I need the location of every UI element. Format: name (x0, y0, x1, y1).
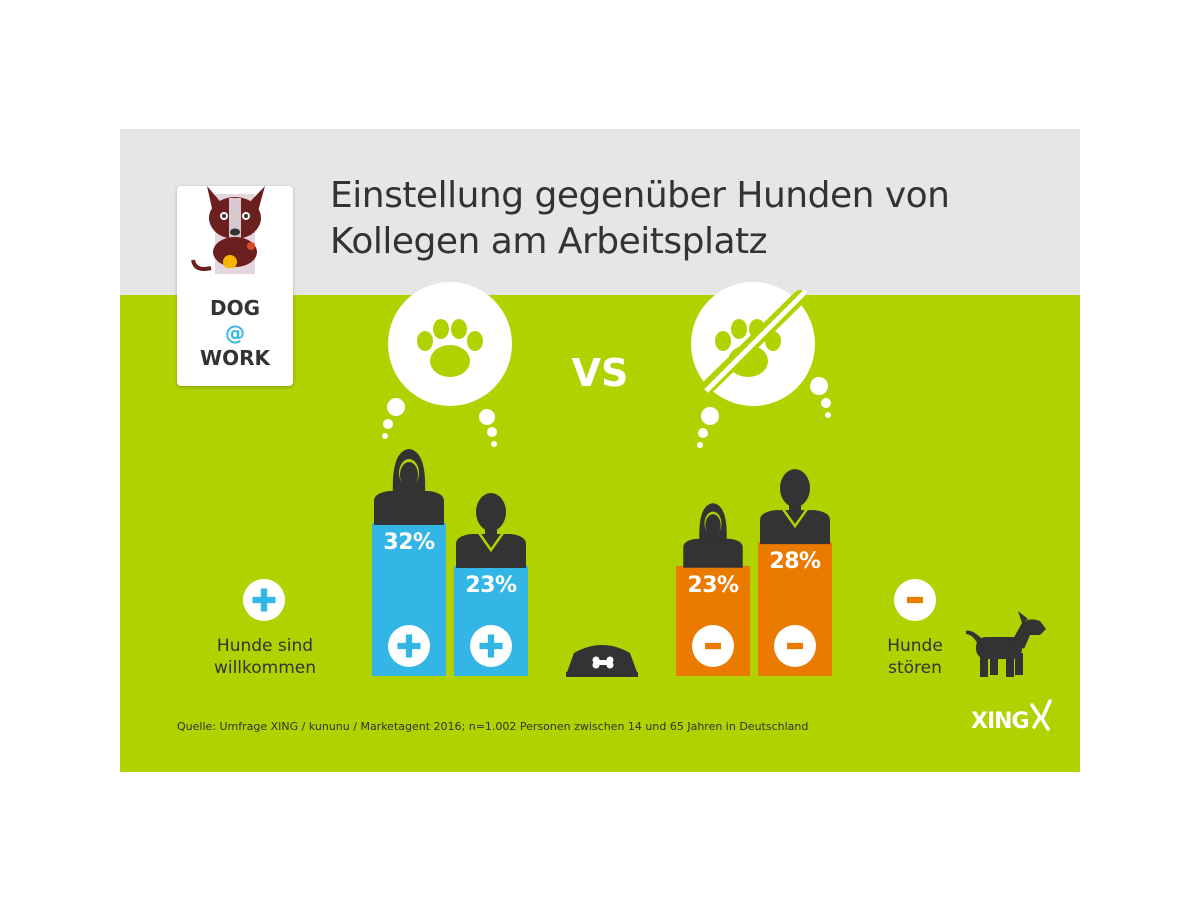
infographic-card: Einstellung gegenüber Hunden von Kollege… (120, 129, 1080, 772)
legend-negative-line2: stören (888, 658, 942, 678)
legend-negative-caption: Hunde stören (865, 635, 965, 679)
plus-icon (470, 625, 512, 667)
dog-icon (966, 611, 1046, 677)
chart-svg (243, 282, 1052, 731)
legend-positive-line2: willkommen (213, 658, 317, 678)
bar-label-woman-disturb: 23% (687, 573, 739, 599)
plus-icon (388, 625, 430, 667)
bar-label-man-welcome: 23% (465, 573, 517, 599)
badge-work: WORK (200, 346, 270, 370)
minus-icon (774, 625, 816, 667)
minus-icon (894, 579, 936, 621)
title-line-1: Einstellung gegenüber Hunden von (330, 175, 950, 216)
xing-logo-icon (1030, 699, 1052, 731)
no-paw-thought-bubble (691, 282, 815, 406)
thought-dots-man-welcome (479, 409, 497, 447)
paw-thought-bubble (388, 282, 512, 406)
dog-bowl-icon (566, 645, 638, 677)
badge-at: @ (225, 321, 245, 345)
title-line-2: Kollegen am Arbeitsplatz (330, 221, 768, 262)
man-icon (760, 469, 830, 545)
dog-mascot-icon (191, 186, 265, 274)
badge-dog: DOG (209, 296, 261, 320)
xing-logo: XING (971, 709, 1030, 734)
page-title: Einstellung gegenüber Hunden von Kollege… (330, 173, 1030, 265)
badge-text: DOG @ WORK (177, 296, 293, 371)
versus-label: VS (571, 351, 629, 395)
plus-icon (243, 579, 285, 621)
minus-icon (692, 625, 734, 667)
source-note: Quelle: Umfrage XING / kununu / Marketag… (177, 720, 809, 733)
legend-positive-line1: Hunde sind (216, 636, 314, 656)
man-icon (456, 493, 526, 569)
dog-at-work-badge: DOG @ WORK (177, 186, 293, 386)
thought-dots-woman-disturb (697, 407, 719, 448)
thought-dots-woman-welcome (382, 398, 405, 439)
bar-label-woman-welcome: 32% (383, 530, 435, 555)
thought-dots-man-disturb (810, 377, 831, 418)
legend-negative-line1: Hunde (887, 636, 943, 656)
bar-label-man-disturb: 28% (769, 549, 821, 575)
legend-positive-caption: Hunde sind willkommen (180, 635, 350, 679)
woman-icon (683, 503, 743, 568)
woman-icon (374, 449, 444, 525)
